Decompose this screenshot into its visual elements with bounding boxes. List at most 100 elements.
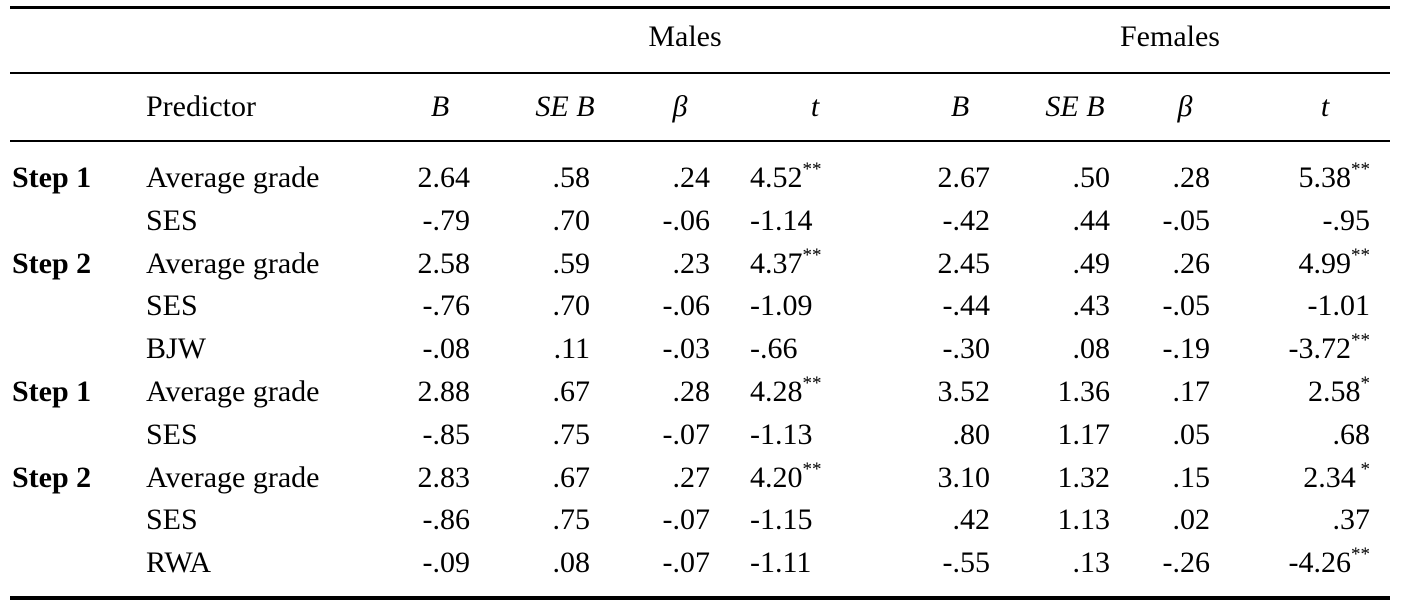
females-t-cell-value: -.95 bbox=[1322, 204, 1371, 237]
females-b-cell-value: .42 bbox=[952, 503, 991, 536]
males-beta-cell: -.06 bbox=[620, 289, 711, 323]
males-beta-cell: -.06 bbox=[620, 204, 711, 238]
males-se-b-cell-value: .67 bbox=[552, 461, 591, 494]
males-beta-cell-value: -.07 bbox=[662, 503, 711, 536]
females-b-cell-value: -.44 bbox=[942, 289, 991, 322]
males-b-cell-value: -.85 bbox=[422, 418, 471, 451]
females-beta-cell: .28 bbox=[1120, 161, 1211, 195]
males-t-cell-value: 4.37 bbox=[750, 247, 803, 280]
females-b-cell: -.30 bbox=[900, 332, 991, 366]
females-b-cell: -.55 bbox=[900, 546, 991, 580]
females-beta-cell: .17 bbox=[1120, 375, 1211, 409]
header-males-t: t bbox=[810, 90, 820, 123]
males-se-b-cell: .70 bbox=[500, 289, 591, 323]
header-males-beta: β bbox=[672, 90, 688, 123]
predictor-cell-value: Average grade bbox=[146, 461, 320, 494]
predictor-cell-value: SES bbox=[146, 503, 198, 536]
females-beta-cell: .02 bbox=[1120, 503, 1211, 537]
females-b-cell: 2.67 bbox=[900, 161, 991, 195]
males-beta-cell-value: -.07 bbox=[662, 418, 711, 451]
females-se-b-cell-value: .49 bbox=[1072, 247, 1111, 280]
males-beta-cell: .23 bbox=[620, 247, 711, 281]
females-t-cell-value: 5.38 bbox=[1298, 161, 1352, 194]
females-t-cell-value: 2.58 bbox=[1308, 375, 1361, 408]
females-se-b-cell-value: 1.17 bbox=[1057, 418, 1111, 451]
males-beta-cell: -.03 bbox=[620, 332, 711, 366]
females-t-cell: -3.72** bbox=[1250, 330, 1371, 366]
significance-marker: * bbox=[1360, 373, 1371, 394]
females-beta-cell-value: -.26 bbox=[1162, 546, 1211, 579]
males-b-cell-value: 2.58 bbox=[417, 247, 471, 280]
step-label: Step 1 bbox=[12, 375, 91, 409]
group-header-males: Males bbox=[648, 20, 722, 53]
males-b-cell-value: -.08 bbox=[422, 332, 471, 365]
females-b-cell: 3.52 bbox=[900, 375, 991, 409]
header-males-b: B bbox=[430, 90, 450, 123]
males-t-cell-value: -.66 bbox=[750, 332, 798, 365]
predictor-cell: RWA bbox=[146, 546, 211, 580]
females-beta-cell-value: .17 bbox=[1172, 375, 1211, 408]
males-se-b-cell: .70 bbox=[500, 204, 591, 238]
males-b-cell-value: 2.64 bbox=[417, 161, 471, 194]
females-b-cell: .42 bbox=[900, 503, 991, 537]
females-t-cell-value: 4.99 bbox=[1298, 247, 1352, 280]
females-se-b-cell: 1.17 bbox=[1010, 418, 1111, 452]
females-beta-cell: -.05 bbox=[1120, 204, 1211, 238]
females-se-b-cell: .08 bbox=[1010, 332, 1111, 366]
males-beta-cell-value: .23 bbox=[672, 247, 711, 280]
males-beta-cell: -.07 bbox=[620, 503, 711, 537]
step-label-value: Step 1 bbox=[12, 161, 92, 194]
predictor-cell: Average grade bbox=[146, 161, 320, 195]
males-t-cell-value: 4.28 bbox=[750, 375, 803, 408]
females-b-cell-value: -.55 bbox=[942, 546, 991, 579]
predictor-cell-value: Average grade bbox=[146, 375, 320, 408]
females-beta-cell: -.05 bbox=[1120, 289, 1211, 323]
males-se-b-cell-value: .70 bbox=[552, 204, 591, 237]
females-b-cell: 2.45 bbox=[900, 247, 991, 281]
regression-table: Males Females Predictor B SE B β t B SE … bbox=[10, 6, 1390, 606]
males-t-cell-value: -1.14 bbox=[750, 204, 813, 237]
males-se-b-cell: .67 bbox=[500, 375, 591, 409]
males-se-b-cell-value: .75 bbox=[552, 418, 591, 451]
significance-marker: ** bbox=[1351, 544, 1370, 565]
predictor-cell-value: SES bbox=[146, 289, 198, 322]
females-beta-cell-value: .15 bbox=[1172, 461, 1211, 494]
males-se-b-cell-value: .75 bbox=[552, 503, 591, 536]
females-beta-cell: .15 bbox=[1120, 461, 1211, 495]
females-t-cell-value: .68 bbox=[1332, 418, 1371, 451]
males-t-cell: -1.15 bbox=[750, 503, 870, 537]
females-se-b-cell: 1.32 bbox=[1010, 461, 1111, 495]
significance-marker: ** bbox=[1351, 330, 1370, 351]
males-b-cell-value: -.09 bbox=[422, 546, 471, 579]
females-se-b-cell: .43 bbox=[1010, 289, 1111, 323]
header-females-b: B bbox=[950, 90, 970, 123]
females-t-cell: 5.38** bbox=[1250, 160, 1371, 195]
top-rule bbox=[10, 6, 1390, 9]
bottom-rule bbox=[10, 596, 1390, 600]
males-se-b-cell-value: .58 bbox=[552, 161, 591, 194]
females-t-cell: 2.34 * bbox=[1250, 459, 1371, 495]
females-b-cell-value: -.42 bbox=[942, 204, 991, 237]
females-t-cell-value: -1.01 bbox=[1307, 289, 1371, 322]
females-t-cell-value: .37 bbox=[1332, 503, 1371, 536]
males-se-b-cell: .59 bbox=[500, 247, 591, 281]
significance-marker: ** bbox=[802, 459, 822, 480]
predictor-cell-value: SES bbox=[146, 418, 198, 451]
predictor-cell: SES bbox=[146, 289, 198, 323]
females-se-b-cell-value: .43 bbox=[1072, 289, 1111, 322]
males-t-cell-value: -1.13 bbox=[750, 418, 813, 451]
females-beta-cell: -.19 bbox=[1120, 332, 1211, 366]
significance-marker: * bbox=[1355, 459, 1371, 480]
males-b-cell-value: -.76 bbox=[422, 289, 471, 322]
males-beta-cell: -.07 bbox=[620, 546, 711, 580]
males-b-cell: -.79 bbox=[380, 204, 471, 238]
females-b-cell: .80 bbox=[900, 418, 991, 452]
predictor-cell: Average grade bbox=[146, 247, 320, 281]
males-t-cell: 4.37** bbox=[750, 246, 870, 281]
predictor-cell: SES bbox=[146, 418, 198, 452]
females-se-b-cell-value: .44 bbox=[1072, 204, 1111, 237]
males-b-cell-value: -.79 bbox=[422, 204, 471, 237]
males-se-b-cell: .75 bbox=[500, 418, 591, 452]
header-predictor: Predictor bbox=[146, 90, 256, 123]
females-se-b-cell-value: .50 bbox=[1072, 161, 1111, 194]
